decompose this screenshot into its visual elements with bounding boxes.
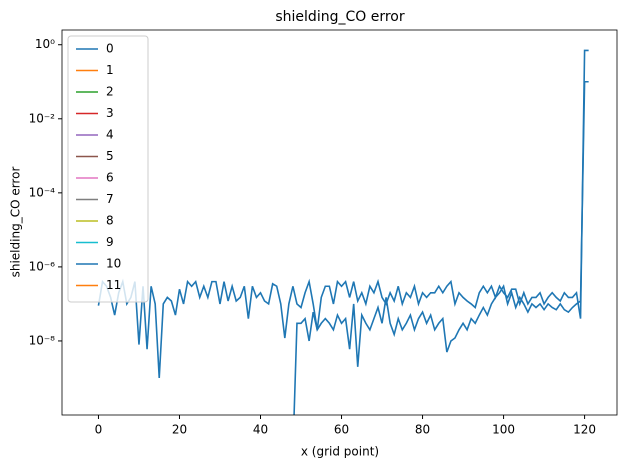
x-axis-label: x (grid point)	[301, 445, 379, 459]
y-tick-label: 10⁻⁸	[29, 333, 56, 347]
data-line	[293, 80, 589, 415]
axes-frame	[61, 29, 618, 416]
x-tick-label: 80	[415, 423, 430, 437]
legend-label: 3	[106, 106, 114, 120]
legend-label: 8	[106, 214, 114, 228]
x-tick-label: 20	[172, 423, 187, 437]
x-tick-label: 40	[253, 423, 268, 437]
x-tick-label: 120	[573, 423, 596, 437]
y-tick-label: 10⁻²	[29, 111, 56, 125]
legend-label: 2	[106, 85, 114, 99]
plot-area	[97, 49, 589, 415]
legend-label: 5	[106, 149, 114, 163]
y-tick-label: 10⁻⁶	[29, 259, 56, 273]
legend-label: 4	[106, 128, 114, 142]
legend-label: 1	[106, 63, 114, 77]
legend-label: 10	[106, 257, 121, 271]
x-tick-label: 60	[334, 423, 349, 437]
legend-label: 9	[106, 235, 114, 249]
legend-label: 0	[106, 42, 114, 56]
legend-box	[67, 35, 149, 303]
chart-title: shielding_CO error	[275, 9, 404, 25]
y-tick-label: 10⁻⁴	[29, 185, 56, 199]
x-tick-label: 100	[492, 423, 515, 437]
x-tick-label: 0	[95, 423, 103, 437]
y-tick-label: 10⁰	[35, 37, 55, 51]
legend-label: 7	[106, 192, 114, 206]
y-axis-label: shielding_CO error	[9, 167, 23, 278]
legend-label: 11	[106, 278, 121, 292]
legend-label: 6	[106, 171, 114, 185]
data-line	[97, 49, 589, 379]
